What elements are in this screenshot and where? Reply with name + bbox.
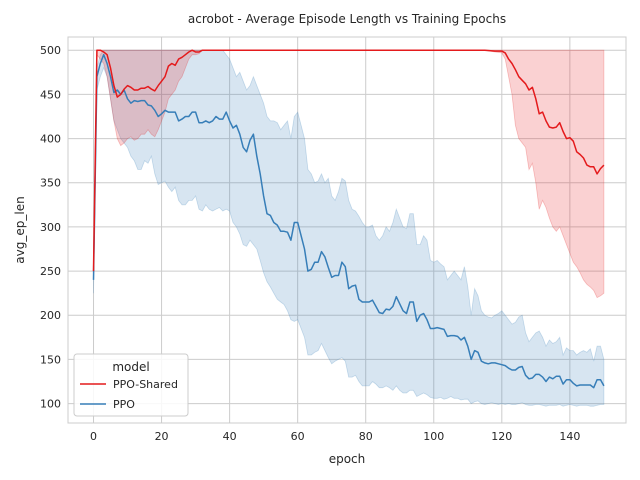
legend-label-ppo: PPO (113, 398, 135, 411)
y-tick-label: 100 (40, 398, 61, 411)
x-tick-label: 120 (491, 430, 512, 443)
y-tick-label: 200 (40, 309, 61, 322)
band-ppo-shared (93, 49, 605, 299)
tick-labels: 0 20 40 60 80 100 120 140 100 150 200 250 300 350 400 4… (40, 44, 580, 443)
x-tick-label: 0 (90, 430, 97, 443)
x-tick-label: 40 (223, 430, 237, 443)
y-tick-label: 450 (40, 88, 61, 101)
x-tick-label: 140 (559, 430, 580, 443)
series-lines (92, 49, 605, 389)
line-ppo (92, 53, 605, 389)
x-tick-label: 80 (359, 430, 373, 443)
y-tick-label: 300 (40, 221, 61, 234)
x-axis-title: epoch (329, 452, 366, 466)
y-tick-label: 400 (40, 133, 61, 146)
band-ppo (93, 49, 605, 407)
y-tick-label: 150 (40, 353, 61, 366)
y-tick-label: 250 (40, 265, 61, 278)
y-tick-label: 500 (40, 44, 61, 57)
legend-label-ppo-shared: PPO-Shared (113, 378, 178, 391)
y-tick-label: 350 (40, 177, 61, 190)
legend: model PPO-Shared PPO (73, 353, 189, 417)
confidence-bands (93, 49, 605, 407)
y-axis-title: avg_ep_len (13, 196, 27, 263)
x-tick-label: 20 (155, 430, 169, 443)
chart-title: acrobot - Average Episode Length vs Trai… (188, 12, 506, 26)
legend-box (73, 353, 189, 417)
line-ppo-shared (92, 49, 605, 272)
x-tick-label: 100 (423, 430, 444, 443)
legend-title: model (112, 360, 149, 374)
x-tick-label: 60 (291, 430, 305, 443)
